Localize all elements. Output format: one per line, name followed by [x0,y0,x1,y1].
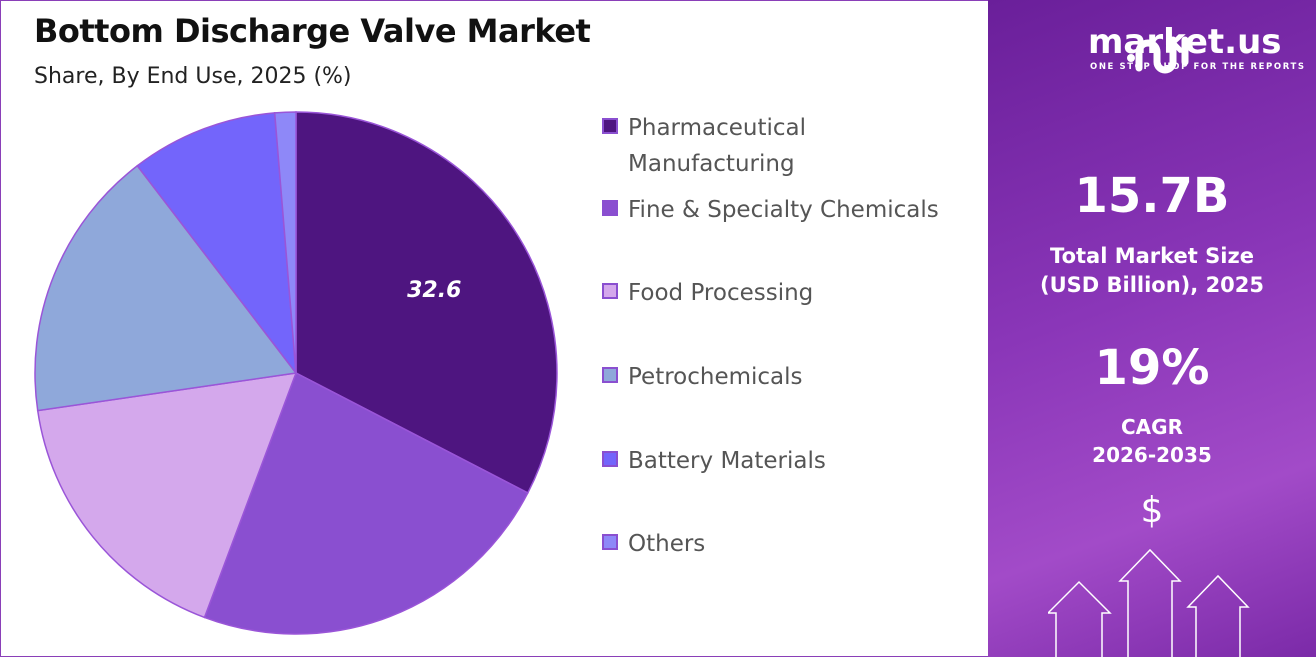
legend-item: Others [602,526,982,562]
legend-item: Food Processing [602,275,982,311]
legend-label: Battery Materials [628,448,826,474]
pie-chart: 32.6 [34,111,558,635]
legend-item: Pharmaceutical Manufacturing [602,110,982,182]
brand-name: market.us [1088,22,1282,62]
legend-label: Food Processing [628,280,814,306]
cagr-value: 19% [1094,340,1210,396]
dollar-icon: $ [1140,490,1164,531]
market-size-label-1: Total Market Size [1050,244,1254,268]
logo-icon [1127,36,1189,74]
chart-subtitle: Share, By End Use, 2025 (%) [34,64,352,89]
legend-item: Fine & Specialty Chemicals [602,192,982,228]
legend-label: Petrochemicals [628,364,803,390]
legend-label: Fine & Specialty Chemicals [628,197,939,223]
legend-label: Others [628,531,706,557]
legend-swatch [602,451,618,467]
market-size-value: 15.7B [1074,168,1230,224]
pie-slice-2 [203,371,529,635]
pie-slice-1 [295,111,558,494]
legend-swatch [602,200,618,216]
cagr-label-1: CAGR [1121,415,1183,439]
pie-slice-3 [36,372,298,619]
legend-item: Battery Materials [602,443,982,479]
legend-item: Petrochemicals [602,359,982,395]
data-label: 32.6 [407,278,461,303]
market-size-label-2: (USD Billion), 2025 [1039,273,1265,297]
pie-slice-5 [136,112,297,376]
legend-label: Pharmaceutical Manufacturing [628,115,807,177]
pie-slice-6 [273,111,297,374]
market-us-logo: market.us ONE STOP SHOP FOR THE REPORTS [1008,22,1308,78]
legend-swatch [602,367,618,383]
legend-swatch [602,534,618,550]
brand-tagline: ONE STOP SHOP FOR THE REPORTS [1090,62,1306,72]
cagr-label-2: 2026-2035 [1092,443,1212,467]
legend-swatch [602,118,618,134]
growth-arrows-icon [1048,548,1250,657]
chart-title: Bottom Discharge Valve Market [34,12,591,50]
legend-swatch [602,283,618,299]
stats-panel: market.us ONE STOP SHOP FOR THE REPORTS … [988,0,1316,657]
pie-slice-4 [34,164,298,412]
